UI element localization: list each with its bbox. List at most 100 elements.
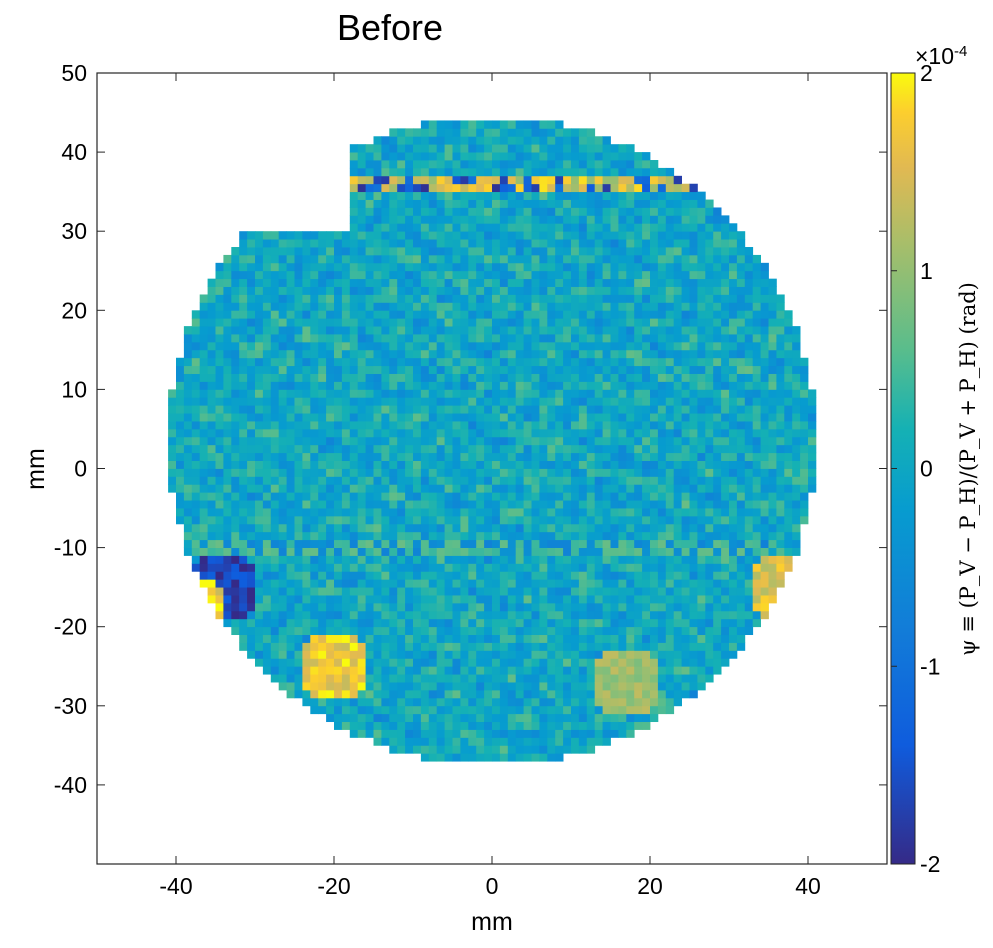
heatmap-cell xyxy=(555,595,564,604)
heatmap-cell xyxy=(468,152,477,161)
heatmap-cell xyxy=(531,120,540,129)
heatmap-cell xyxy=(294,523,303,533)
heatmap-cell xyxy=(602,650,611,659)
heatmap-cell xyxy=(531,460,540,469)
heatmap-cell xyxy=(373,650,382,659)
heatmap-cell xyxy=(594,152,603,161)
heatmap-cell xyxy=(539,642,548,651)
heatmap-cell xyxy=(452,468,461,477)
heatmap-cell xyxy=(515,357,524,367)
heatmap-cell xyxy=(231,389,240,398)
heatmap-cell xyxy=(199,500,208,509)
heatmap-cell xyxy=(594,468,603,477)
heatmap-cell xyxy=(642,413,651,422)
heatmap-cell xyxy=(594,160,603,169)
heatmap-cell xyxy=(247,428,256,438)
heatmap-cell xyxy=(713,602,722,612)
heatmap-cell xyxy=(484,579,493,588)
heatmap-cell xyxy=(571,286,580,295)
heatmap-cell xyxy=(523,334,532,343)
heatmap-cell xyxy=(334,239,343,248)
heatmap-cell xyxy=(665,302,675,311)
heatmap-cell xyxy=(318,413,327,422)
heatmap-cell xyxy=(736,254,746,264)
heatmap-cell xyxy=(673,602,682,612)
heatmap-cell xyxy=(563,199,572,208)
heatmap-cell xyxy=(484,341,493,351)
heatmap-cell xyxy=(468,278,477,287)
heatmap-cell xyxy=(610,579,619,588)
heatmap-cell xyxy=(373,515,382,525)
heatmap-cell xyxy=(697,365,706,374)
heatmap-cell xyxy=(499,397,509,406)
heatmap-cell xyxy=(326,452,335,461)
heatmap-cell xyxy=(705,484,714,493)
heatmap-cell xyxy=(349,436,359,446)
heatmap-cell xyxy=(705,595,714,604)
heatmap-cell xyxy=(334,626,343,636)
heatmap-cell xyxy=(389,563,398,572)
heatmap-cell xyxy=(610,468,619,477)
heatmap-cell xyxy=(689,421,698,430)
heatmap-cell xyxy=(642,452,651,461)
heatmap-cell xyxy=(286,254,295,264)
heatmap-cell xyxy=(555,634,564,643)
heatmap-cell xyxy=(626,476,635,485)
heatmap-cell xyxy=(523,523,532,533)
heatmap-cell xyxy=(389,270,398,280)
heatmap-cell xyxy=(594,721,603,730)
heatmap-cell xyxy=(436,247,445,256)
heatmap-cell xyxy=(207,302,216,311)
heatmap-cell xyxy=(357,650,366,659)
heatmap-cell xyxy=(239,444,248,454)
heatmap-cell xyxy=(697,326,706,335)
heatmap-cell xyxy=(657,405,667,414)
heatmap-cell xyxy=(507,579,517,588)
heatmap-cell xyxy=(650,262,659,272)
heatmap-cell xyxy=(357,262,366,272)
heatmap-cell xyxy=(642,460,651,469)
heatmap-cell xyxy=(420,515,430,525)
heatmap-cell xyxy=(326,334,335,343)
heatmap-cell xyxy=(484,262,493,272)
heatmap-cell xyxy=(436,571,445,580)
heatmap-cell xyxy=(476,318,485,327)
heatmap-cell xyxy=(413,658,422,667)
heatmap-cell xyxy=(365,207,374,216)
heatmap-cell xyxy=(515,595,524,604)
heatmap-cell xyxy=(334,286,343,295)
heatmap-cell xyxy=(381,231,390,240)
heatmap-cell xyxy=(310,508,319,517)
heatmap-cell xyxy=(341,484,351,493)
heatmap-cell xyxy=(578,215,588,224)
heatmap-cell xyxy=(444,531,453,541)
heatmap-cell xyxy=(610,531,619,541)
heatmap-cell xyxy=(681,405,690,414)
heatmap-cell xyxy=(476,215,485,224)
heatmap-cell xyxy=(349,571,359,580)
heatmap-cell xyxy=(381,183,390,193)
heatmap-cell xyxy=(492,349,501,359)
heatmap-cell xyxy=(389,484,398,493)
heatmap-cell xyxy=(413,555,422,564)
heatmap-cell xyxy=(752,294,761,303)
heatmap-cell xyxy=(334,587,343,596)
heatmap-cell xyxy=(389,278,398,287)
heatmap-cell xyxy=(515,286,524,295)
heatmap-cell xyxy=(484,721,493,730)
heatmap-cell xyxy=(618,563,627,572)
heatmap-cell xyxy=(405,278,414,287)
heatmap-cell xyxy=(539,247,548,256)
heatmap-cell xyxy=(689,444,698,454)
heatmap-cell xyxy=(302,602,311,612)
heatmap-cell xyxy=(736,523,746,533)
heatmap-cell xyxy=(294,476,303,485)
heatmap-cell xyxy=(618,262,627,272)
heatmap-cell xyxy=(239,515,248,525)
heatmap-cell xyxy=(492,555,501,564)
heatmap-cell xyxy=(618,334,627,343)
heatmap-cell xyxy=(428,658,438,667)
heatmap-cell xyxy=(657,397,667,406)
heatmap-cell xyxy=(492,602,501,612)
heatmap-cell xyxy=(618,515,627,525)
